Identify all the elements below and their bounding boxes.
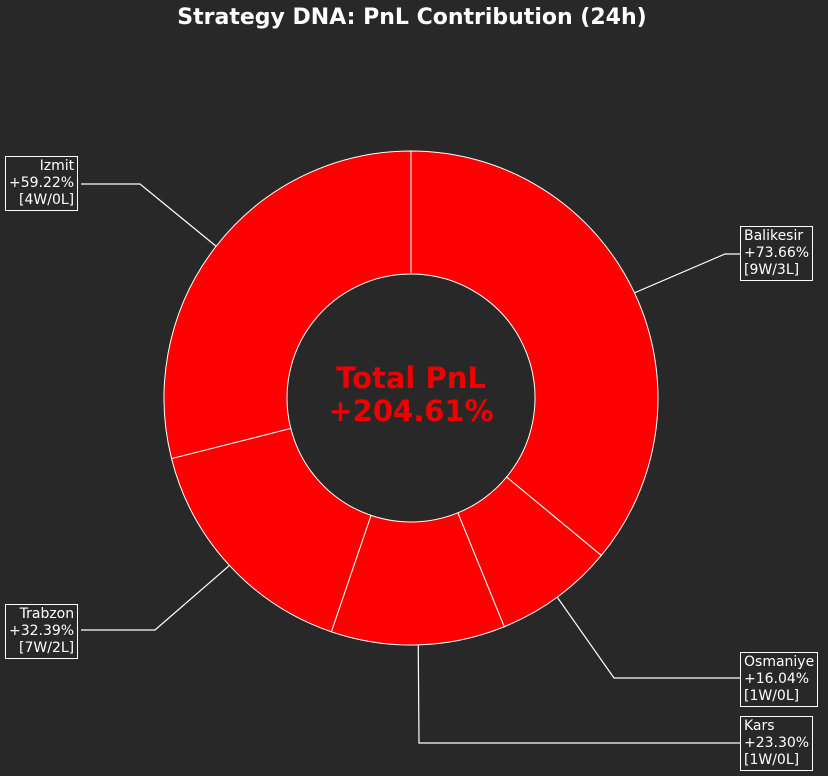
leader-line-balikesir bbox=[634, 253, 740, 294]
slice-record: [4W/0L] bbox=[19, 192, 75, 208]
slice-record: [1W/0L] bbox=[744, 752, 800, 768]
slice-name: Trabzon bbox=[19, 606, 75, 622]
slice-label-balikesir: Balikesir +73.66% [9W/3L] bbox=[740, 226, 814, 281]
slice-label-kars: Kars +23.30% [1W/0L] bbox=[740, 716, 814, 771]
slice-trabzon bbox=[170, 427, 372, 633]
leader-line-trabzon bbox=[81, 565, 230, 631]
slice-name: Osmaniye bbox=[744, 654, 815, 670]
slice-record: [9W/3L] bbox=[744, 262, 800, 278]
leader-line-izmit bbox=[81, 183, 217, 247]
total-pnl-label: Total PnL +204.61% bbox=[261, 362, 561, 428]
slice-izmit bbox=[163, 150, 412, 460]
slice-name: Balikesir bbox=[744, 228, 804, 244]
slice-pnl: +73.66% bbox=[744, 245, 810, 261]
slice-record: [7W/2L] bbox=[19, 640, 75, 656]
leader-line-osmaniye bbox=[556, 596, 740, 679]
slice-pnl: +59.22% bbox=[9, 175, 75, 191]
slice-name: Izmit bbox=[39, 158, 75, 174]
slice-pnl: +23.30% bbox=[744, 735, 810, 751]
chart-title: Strategy DNA: PnL Contribution (24h) bbox=[177, 5, 647, 30]
slice-pnl: +32.39% bbox=[9, 623, 75, 639]
total-pnl-caption: Total PnL bbox=[336, 361, 486, 395]
slice-name: Kars bbox=[744, 718, 775, 734]
slice-label-osmaniye: Osmaniye +16.04% [1W/0L] bbox=[740, 652, 819, 707]
slice-balikesir bbox=[410, 150, 659, 557]
slice-pnl: +16.04% bbox=[744, 671, 810, 687]
leader-line-kars bbox=[417, 644, 740, 744]
total-pnl-value: +204.61% bbox=[328, 394, 494, 428]
slice-record: [1W/0L] bbox=[744, 688, 800, 704]
slice-label-izmit: Izmit +59.22% [4W/0L] bbox=[5, 156, 79, 211]
slice-label-trabzon: Trabzon +32.39% [7W/2L] bbox=[5, 604, 79, 659]
